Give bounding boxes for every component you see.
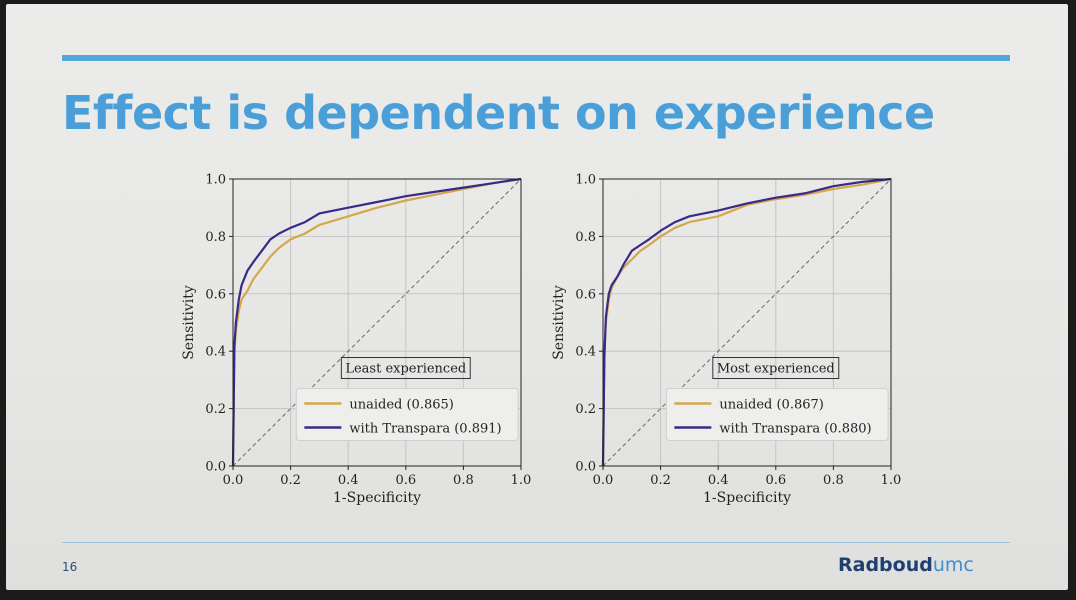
plot-frame bbox=[232, 178, 522, 467]
roc-chart-right: 0.0 0.2 0.4 0.6 0.8 1.0 0.0 0.2 0.4 0.6 0.8 1.0 1-Sp… bbox=[551, 173, 902, 507]
bottom-rule bbox=[62, 542, 1010, 543]
plot-frame bbox=[602, 178, 892, 467]
chance-diagonal bbox=[602, 178, 892, 467]
y-axis-label: Sensitivity bbox=[181, 285, 197, 360]
x-tick-label-1: 0.2 bbox=[280, 473, 301, 488]
logo-word-umc: umc bbox=[932, 554, 974, 576]
page-number: 16 bbox=[62, 560, 78, 574]
legend-label-1: with Transpara (0.891) bbox=[349, 422, 501, 437]
roc-chart-left: 0.0 0.2 0.4 0.6 0.8 1.0 0.0 0.2 0.4 0.6 0.8 1.0 1-Sp… bbox=[181, 173, 532, 507]
y-tick-label-3: 0.6 bbox=[205, 287, 226, 302]
x-tick-label-0: 0.0 bbox=[223, 473, 244, 488]
radboudumc-logo: Radboudumc bbox=[838, 554, 974, 576]
legend-box bbox=[295, 388, 519, 442]
y-tick-label-0: 0.0 bbox=[205, 460, 226, 475]
series-line-1 bbox=[601, 177, 892, 467]
legend-label-0: unaided (0.865) bbox=[349, 398, 453, 413]
y-tick-label-2: 0.4 bbox=[205, 345, 226, 360]
series-line-0 bbox=[231, 177, 522, 467]
x-tick-label-5: 1.0 bbox=[881, 473, 902, 488]
x-axis-label: 1-Specificity bbox=[333, 490, 421, 506]
slide-title: Effect is dependent on experience bbox=[62, 86, 935, 140]
x-tick-label-2: 0.4 bbox=[338, 473, 359, 488]
y-tick-label-5: 1.0 bbox=[575, 173, 596, 188]
y-tick-label-0: 0.0 bbox=[575, 460, 596, 475]
y-tick-label-4: 0.8 bbox=[575, 230, 596, 245]
x-tick-label-4: 0.8 bbox=[823, 473, 844, 488]
logo-word-radboud: Radboud bbox=[838, 554, 933, 576]
chart-title: Most experienced bbox=[717, 362, 835, 377]
y-tick-label-5: 1.0 bbox=[205, 173, 226, 188]
legend-label-0: unaided (0.867) bbox=[719, 398, 823, 413]
x-tick-label-3: 0.6 bbox=[765, 473, 786, 488]
x-tick-label-3: 0.6 bbox=[395, 473, 416, 488]
y-tick-label-1: 0.2 bbox=[575, 402, 596, 417]
chart-title-box bbox=[340, 357, 471, 380]
chart-title: Least experienced bbox=[345, 362, 466, 377]
top-rule bbox=[62, 55, 1010, 61]
y-tick-label-2: 0.4 bbox=[575, 345, 596, 360]
legend-label-1: with Transpara (0.880) bbox=[719, 422, 871, 437]
x-tick-label-0: 0.0 bbox=[593, 473, 614, 488]
y-tick-label-4: 0.8 bbox=[205, 230, 226, 245]
chart-title-box bbox=[712, 357, 840, 380]
slide: Effect is dependent on experience 0.0 0.2… bbox=[6, 4, 1068, 590]
x-tick-label-5: 1.0 bbox=[511, 473, 532, 488]
x-tick-label-1: 0.2 bbox=[650, 473, 671, 488]
series-line-1 bbox=[231, 177, 522, 467]
y-tick-label-3: 0.6 bbox=[575, 287, 596, 302]
x-tick-label-2: 0.4 bbox=[708, 473, 729, 488]
legend-box bbox=[665, 388, 889, 442]
y-tick-label-1: 0.2 bbox=[205, 402, 226, 417]
x-axis-label: 1-Specificity bbox=[703, 490, 791, 506]
y-axis-label: Sensitivity bbox=[551, 285, 567, 360]
x-tick-label-4: 0.8 bbox=[453, 473, 474, 488]
chance-diagonal bbox=[232, 178, 522, 467]
